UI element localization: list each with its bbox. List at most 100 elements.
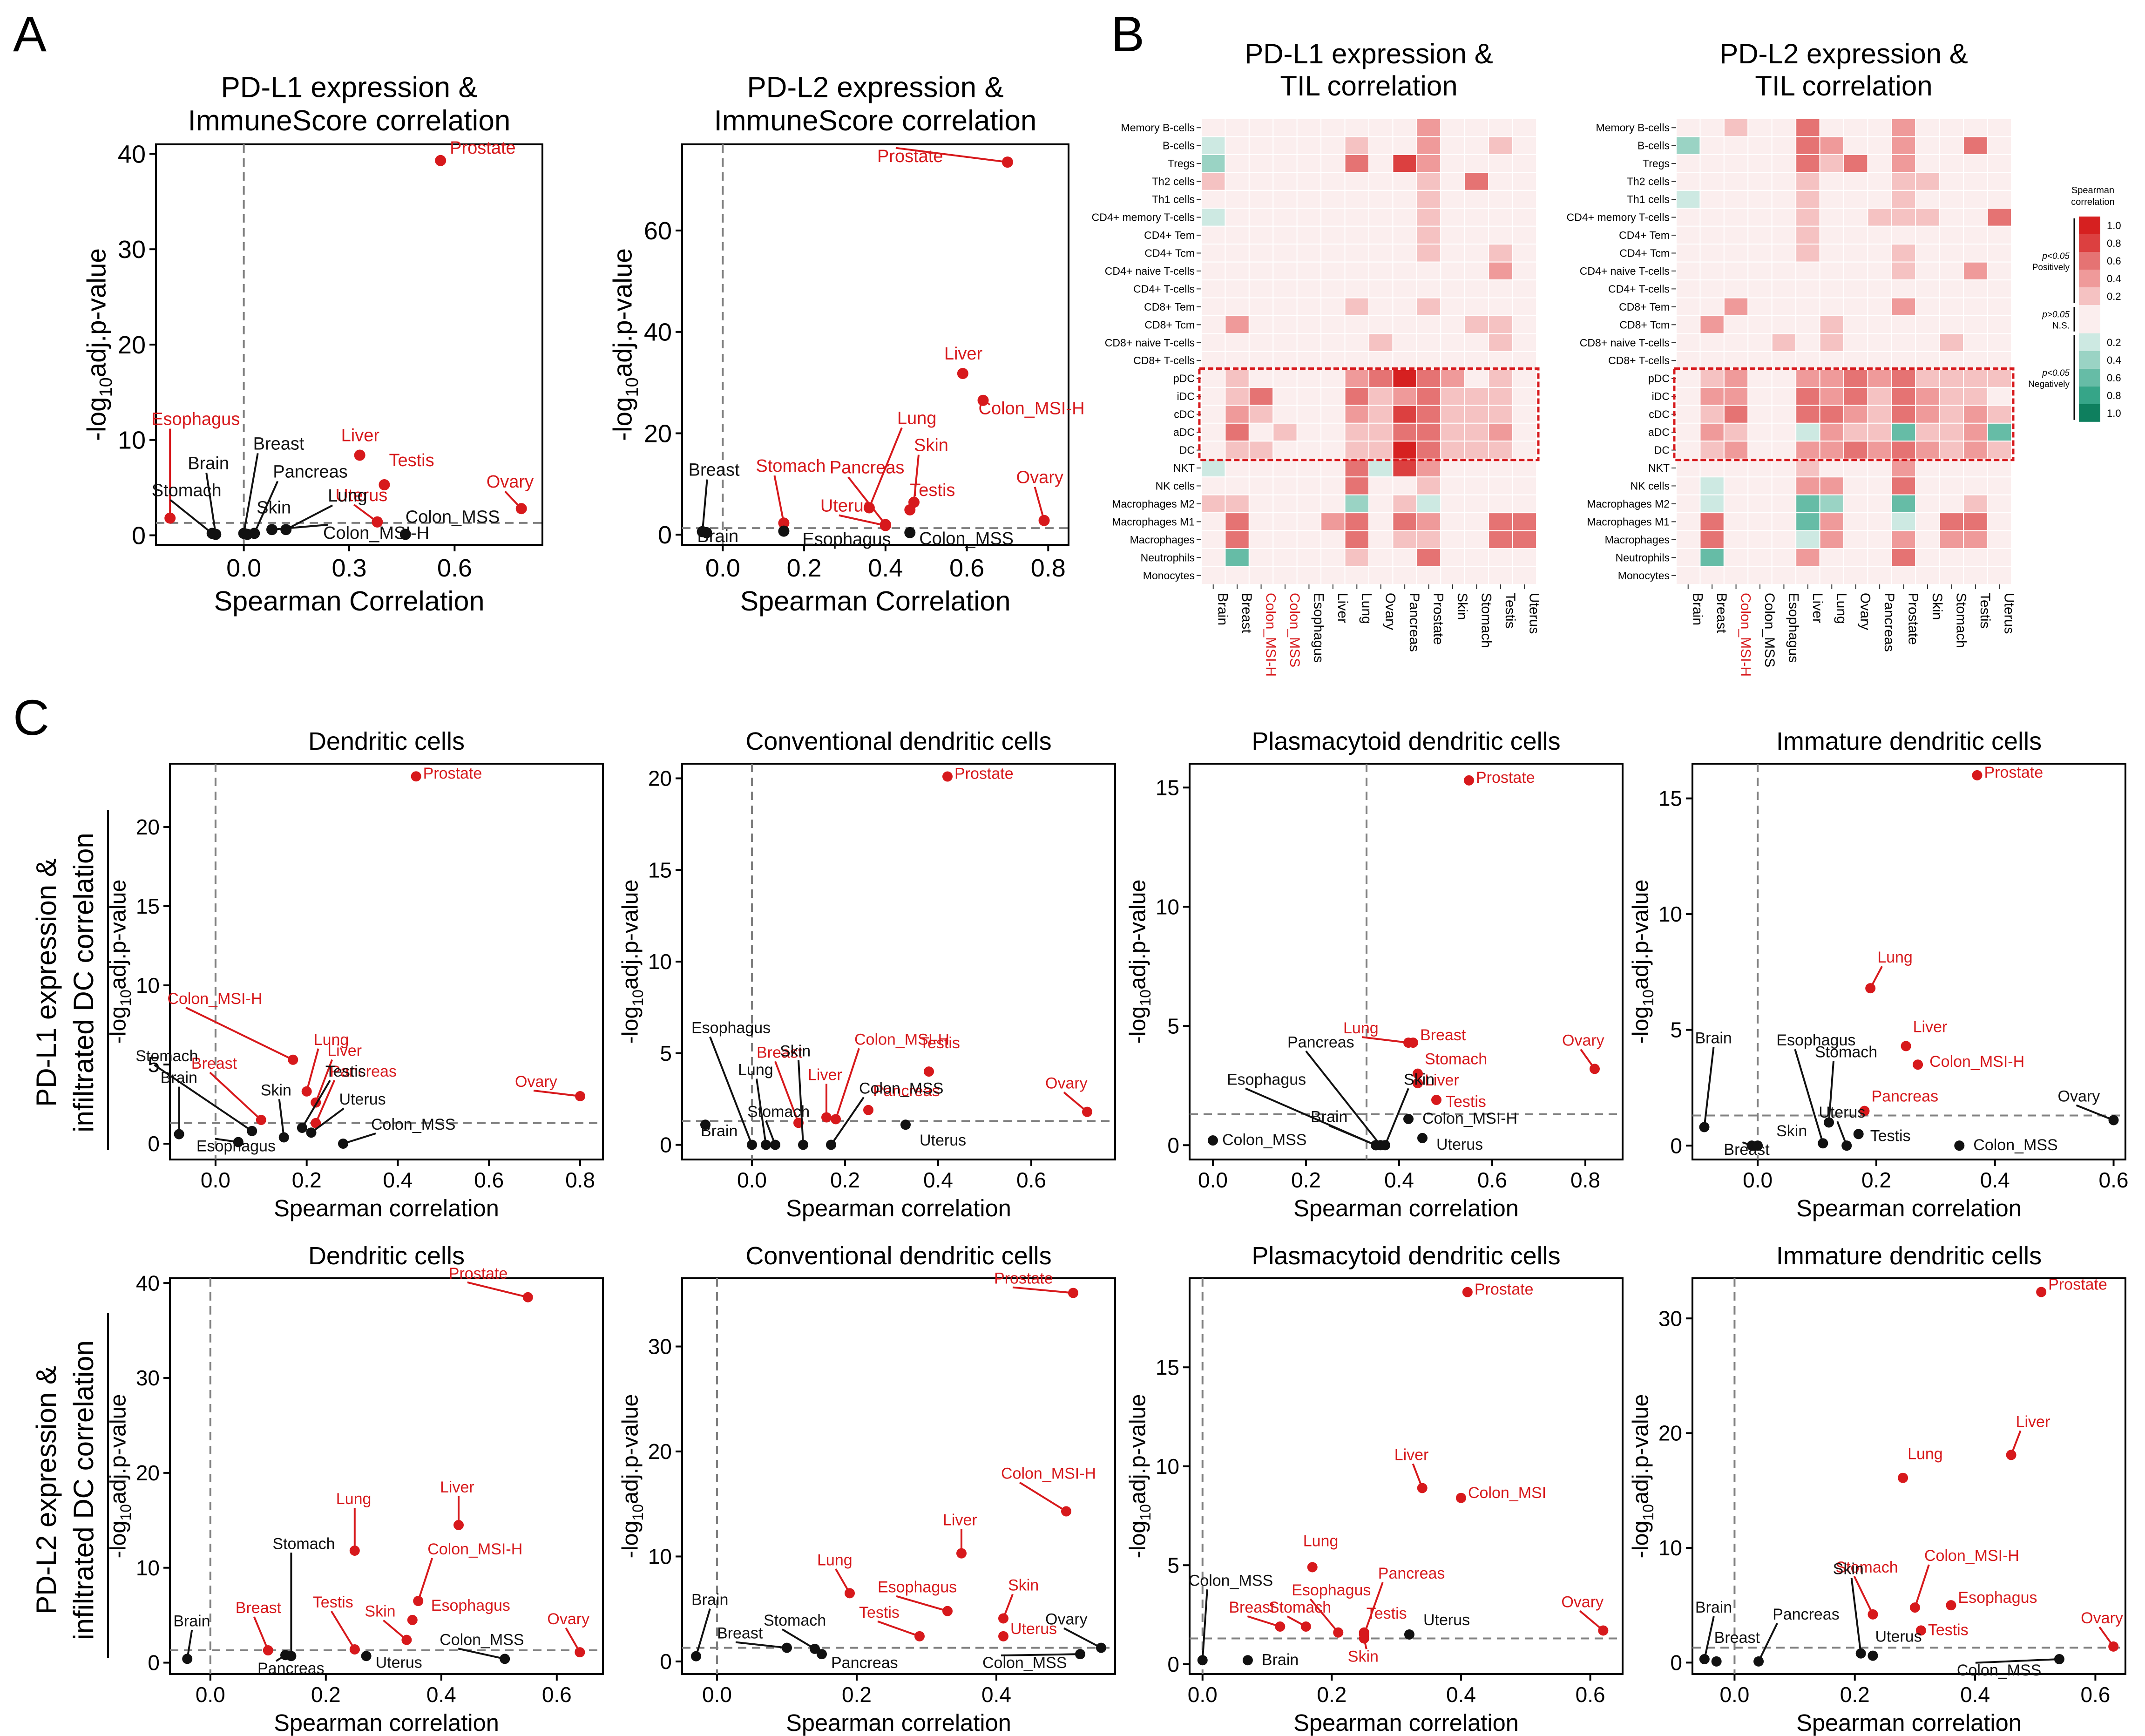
heatmap-cell: [1771, 369, 1797, 388]
heatmap-cell: [1201, 476, 1226, 495]
heatmap-cell: [1819, 476, 1845, 495]
legend-value: 0.2: [2107, 291, 2121, 302]
heatmap-cell: [1699, 351, 1725, 370]
heatmap-col-label: Colon_MSI-H: [1738, 593, 1753, 677]
heatmap-cell: [1915, 315, 1940, 334]
point-label: Brain: [1695, 1029, 1732, 1047]
heatmap-cell: [1939, 530, 1964, 549]
heatmap-col-label: Skin: [1929, 593, 1945, 620]
panel-letter-c: C: [13, 689, 49, 746]
point-label: Liver: [943, 1512, 977, 1529]
heatmap-cell: [1747, 333, 1773, 352]
heatmap-row-label: Monocytes: [1143, 570, 1195, 582]
heatmap-cell: [1676, 548, 1701, 567]
data-point: [1915, 1625, 1926, 1636]
label-leader: [798, 1060, 804, 1145]
heatmap-cell: [1819, 405, 1845, 424]
legend-swatch: [2079, 252, 2100, 270]
heatmap-cell: [1771, 297, 1797, 317]
heatmap-cell: [1416, 530, 1441, 549]
label-leader: [331, 1610, 356, 1650]
point-label: Skin: [1833, 1560, 1864, 1578]
heatmap-cell: [1272, 118, 1298, 137]
heatmap-cell: [1440, 261, 1465, 281]
heatmap-cell: [1867, 315, 1892, 334]
panel-letter-b: B: [1111, 6, 1144, 62]
y-tick-label: 10: [118, 427, 146, 454]
heatmap-cell: [1201, 566, 1226, 585]
heatmap-cell: [1699, 244, 1725, 263]
point-label: Liver: [1913, 1018, 1948, 1036]
heatmap-cell: [1915, 190, 1940, 209]
legend-value: 0.4: [2107, 273, 2121, 285]
heatmap-cell: [1296, 190, 1322, 209]
heatmap-cell: [1512, 458, 1537, 478]
heatmap-cell: [1440, 315, 1465, 334]
heatmap-cell: [1915, 512, 1940, 531]
heatmap-cell: [1272, 494, 1298, 514]
data-point: [1242, 1655, 1253, 1666]
x-tick-label: 0.2: [292, 1168, 322, 1192]
heatmap-cell: [1795, 208, 1820, 227]
heatmap-cell: [1392, 369, 1417, 388]
label-leader: [278, 1099, 285, 1138]
heatmap-row-label: CD8+ T-cells: [1133, 354, 1195, 366]
heatmap-row-label: Macrophages M2: [1112, 498, 1195, 510]
heatmap-cell: [1512, 244, 1537, 263]
heatmap-cell: [1512, 351, 1537, 370]
heatmap-cell: [1987, 548, 2012, 567]
y-tick-label: 10: [1658, 1536, 1682, 1560]
heatmap-cell: [1272, 333, 1298, 352]
heatmap-cell: [1296, 441, 1322, 460]
heatmap-cell: [1320, 351, 1346, 370]
heatmap-cell: [1987, 476, 2012, 495]
scatter-C2: Conventional dendritic cells 0.0 0.2 0.4 0.6…: [617, 727, 1116, 1221]
heatmap-B1: PD-L1 expression &TIL correlation Memory …: [1092, 38, 1542, 677]
heatmap-cell: [1963, 494, 1988, 514]
heatmap-cell: [1320, 333, 1346, 352]
data-point: [761, 1139, 771, 1150]
point-label: Lung: [817, 1551, 853, 1569]
heatmap-cell: [1771, 172, 1797, 191]
heatmap-cell: [1368, 387, 1394, 406]
data-point: [1859, 1105, 1870, 1116]
heatmap-cell: [1464, 405, 1489, 424]
y-axis-label: -log10adj.p-value: [609, 248, 643, 441]
point-label: Skin: [365, 1603, 395, 1621]
x-tick-label: 0.0: [1188, 1682, 1218, 1707]
heatmap-cell: [1440, 136, 1465, 155]
heatmap-cell: [1771, 512, 1797, 531]
heatmap-cell: [1344, 387, 1370, 406]
point-label: Ovary: [487, 472, 534, 492]
point-label: Colon_MSS: [371, 1116, 455, 1133]
heatmap-cell: [1488, 548, 1513, 567]
heatmap-cell: [1676, 458, 1701, 478]
heatmap-cell: [1939, 422, 1964, 442]
heatmap-title: TIL correlation: [1755, 70, 1932, 102]
heatmap-cell: [1723, 225, 1749, 245]
data-point: [1068, 1288, 1078, 1298]
heatmap-cell: [1699, 297, 1725, 317]
row-label-pdl1-line2: infiltrated DC correlation: [68, 833, 99, 1132]
data-point: [1038, 515, 1050, 526]
heatmap-cell: [1723, 458, 1749, 478]
heatmap-cell: [1488, 315, 1513, 334]
heatmap-cell: [1416, 118, 1441, 137]
label-leader: [301, 1079, 331, 1129]
heatmap-cell: [1771, 441, 1797, 460]
heatmap-cell: [1225, 476, 1250, 495]
data-point: [407, 1614, 418, 1625]
data-point: [1001, 156, 1013, 168]
y-axis-label: -log10adj.p-value: [105, 880, 134, 1044]
heatmap-cell: [1320, 548, 1346, 567]
heatmap-cell: [1987, 333, 2012, 352]
data-point: [1208, 1135, 1218, 1146]
point-label: Uterus: [820, 496, 873, 516]
data-point: [1699, 1654, 1710, 1664]
heatmap-cell: [1676, 333, 1701, 352]
data-point: [1275, 1621, 1286, 1632]
heatmap-cell: [1225, 279, 1250, 298]
y-tick-label: 30: [1658, 1306, 1682, 1330]
heatmap-cell: [1416, 548, 1441, 567]
heatmap-cell: [1676, 422, 1701, 442]
